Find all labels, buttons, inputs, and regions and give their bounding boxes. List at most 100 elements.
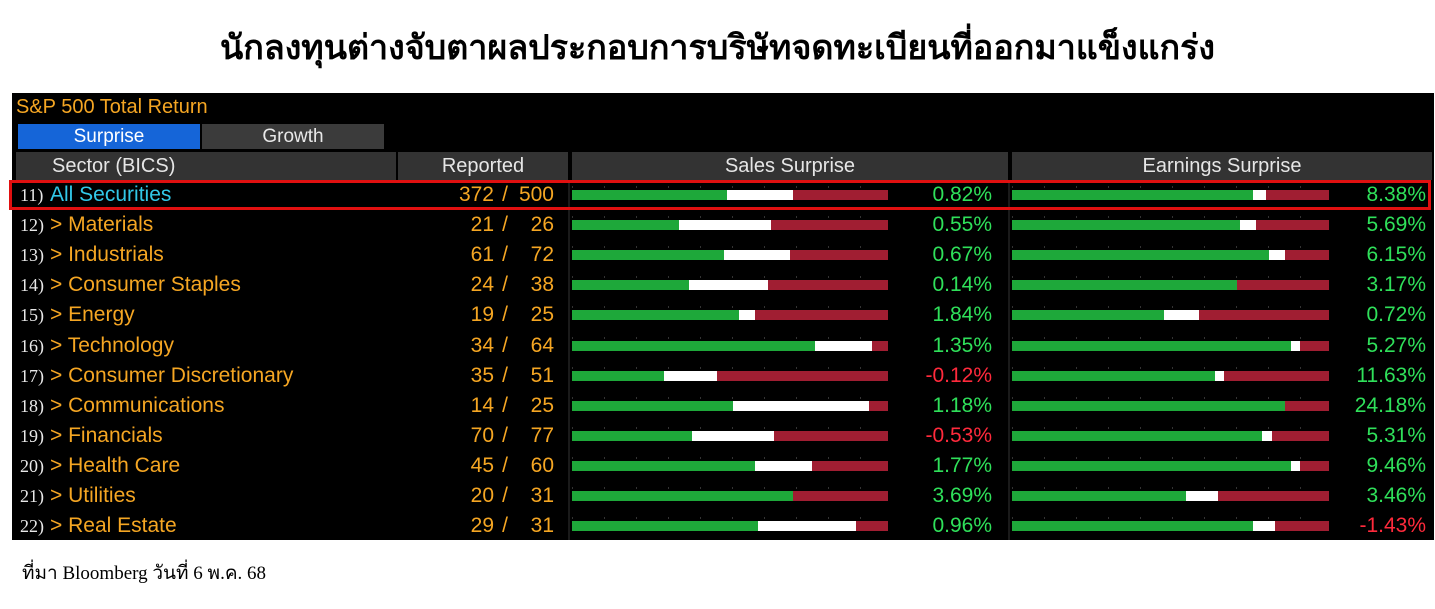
row-number: 16) [20,335,44,356]
bar-inline-segment [1268,250,1285,261]
reported-count: 19 [470,303,494,327]
table-row[interactable]: 20) > Health Care 45 / 60 1.77% 9.46% [12,451,1434,481]
table-row[interactable]: 19) > Financials 70 / 77 -0.53% 5.31% [12,421,1434,451]
row-number: 12) [20,215,44,236]
bar-gridline [1012,366,1329,369]
reported-separator: / [502,243,508,267]
sector-label[interactable]: > Industrials [50,243,164,267]
bar-beat-segment [1012,400,1285,411]
sector-label[interactable]: > Energy [50,303,135,327]
earnings-surprise-value: 6.15% [1366,243,1426,267]
table-row[interactable]: 12) > Materials 21 / 26 0.55% 5.69% [12,210,1434,240]
earnings-surprise-bar [1012,216,1329,231]
table-row[interactable]: 18) > Communications 14 / 25 1.18% 24.18… [12,391,1434,421]
table-row[interactable]: 15) > Energy 19 / 25 1.84% 0.72% [12,300,1434,330]
terminal-header: S&P 500 Total Return [16,96,208,118]
reported-separator: / [502,303,508,327]
table-row[interactable]: 13) > Industrials 61 / 72 0.67% 6.15% [12,240,1434,270]
earnings-surprise-bar [1012,276,1329,291]
bar-inline-segment [739,310,756,321]
sector-label[interactable]: > Consumer Discretionary [50,363,294,387]
reported-separator: / [502,453,508,477]
bar-beat-segment [1012,310,1165,321]
bar-inline-segment [1164,310,1200,321]
bar-beat-segment [1012,430,1263,441]
earnings-surprise-bar [1012,487,1329,501]
reported-separator: / [502,183,508,206]
sector-label[interactable]: > Real Estate [50,514,177,538]
bar-beat-segment [572,460,756,471]
reported-separator: / [502,213,508,237]
table-row[interactable]: 14) > Consumer Staples 24 / 38 0.14% 3.1… [12,270,1434,300]
sector-label[interactable]: > Consumer Staples [50,273,241,297]
reported-total: 51 [530,363,554,387]
column-header-reported[interactable]: Reported [398,152,568,180]
sales-surprise-bar [572,246,888,261]
tab-surprise[interactable]: Surprise [18,124,200,149]
bar-gridline [572,276,888,279]
sector-label[interactable]: > Communications [50,393,225,417]
bar-gridline [1012,517,1329,520]
bar-gridline [1012,186,1329,188]
sales-surprise-bar [572,456,888,471]
earnings-surprise-bar [1012,306,1329,321]
bar-gridline [1012,246,1329,249]
row-number: 19) [20,425,44,446]
sector-label[interactable]: > Materials [50,213,154,237]
bar-inline-segment [723,250,791,261]
earnings-surprise-bar [1012,186,1329,200]
sales-surprise-value: 1.18% [932,393,992,417]
bar-gridline [572,216,888,219]
table-row[interactable]: 22) > Real Estate 29 / 31 0.96% -1.43% [12,511,1434,540]
row-number: 15) [20,305,44,326]
sales-surprise-value: -0.53% [925,423,992,447]
column-header-sector[interactable]: Sector (BICS) [16,152,396,180]
bar-beat-segment [572,430,693,441]
reported-count: 24 [470,273,494,297]
sector-label[interactable]: > Financials [50,423,163,447]
bar-gridline [1012,396,1329,399]
bar-beat-segment [572,190,727,200]
bar-gridline [1012,426,1329,429]
sales-surprise-bar [572,336,888,351]
sector-label[interactable]: > Health Care [50,453,181,477]
column-header-earnings-surprise[interactable]: Earnings Surprise [1012,152,1432,180]
sales-surprise-value: 0.67% [932,243,992,267]
sector-label[interactable]: All Securities [50,183,172,206]
reported-count: 35 [470,363,494,387]
bar-gridline [572,336,888,339]
table-row[interactable]: 16) > Technology 34 / 64 1.35% 5.27% [12,331,1434,361]
bar-beat-segment [572,220,680,231]
bar-inline-segment [1262,430,1272,441]
table-row[interactable]: 17) > Consumer Discretionary 35 / 51 -0.… [12,361,1434,391]
reported-total: 500 [518,183,554,206]
bar-gridline [572,306,888,309]
bar-gridline [572,186,888,188]
reported-count: 45 [470,453,494,477]
sales-surprise-value: 0.82% [932,183,992,206]
earnings-surprise-value: 24.18% [1354,393,1426,417]
bar-inline-segment [733,400,870,411]
earnings-surprise-value: 0.72% [1366,303,1426,327]
bar-beat-segment [1012,190,1253,200]
sales-surprise-value: 3.69% [932,484,992,507]
reported-count: 14 [470,393,494,417]
bar-gridline [572,396,888,399]
bar-beat-segment [572,310,740,321]
earnings-surprise-bar [1012,366,1329,381]
tab-growth[interactable]: Growth [202,124,384,149]
table-row[interactable]: 11) All Securities 372 / 500 0.82% 8.38% [12,180,1434,210]
table-row[interactable]: 21) > Utilities 20 / 31 3.69% 3.46% [12,481,1434,511]
bar-inline-segment [688,280,768,291]
bar-inline-segment [1214,370,1225,381]
bar-beat-segment [572,370,664,381]
bar-beat-segment [572,250,724,261]
reported-separator: / [502,393,508,417]
column-header-sales-surprise[interactable]: Sales Surprise [572,152,1008,180]
sector-label[interactable]: > Technology [50,333,174,357]
bar-beat-segment [1012,460,1291,471]
sector-label[interactable]: > Utilities [50,484,136,507]
row-number: 13) [20,245,44,266]
bar-inline-segment [1240,220,1257,231]
reported-count: 34 [470,333,494,357]
